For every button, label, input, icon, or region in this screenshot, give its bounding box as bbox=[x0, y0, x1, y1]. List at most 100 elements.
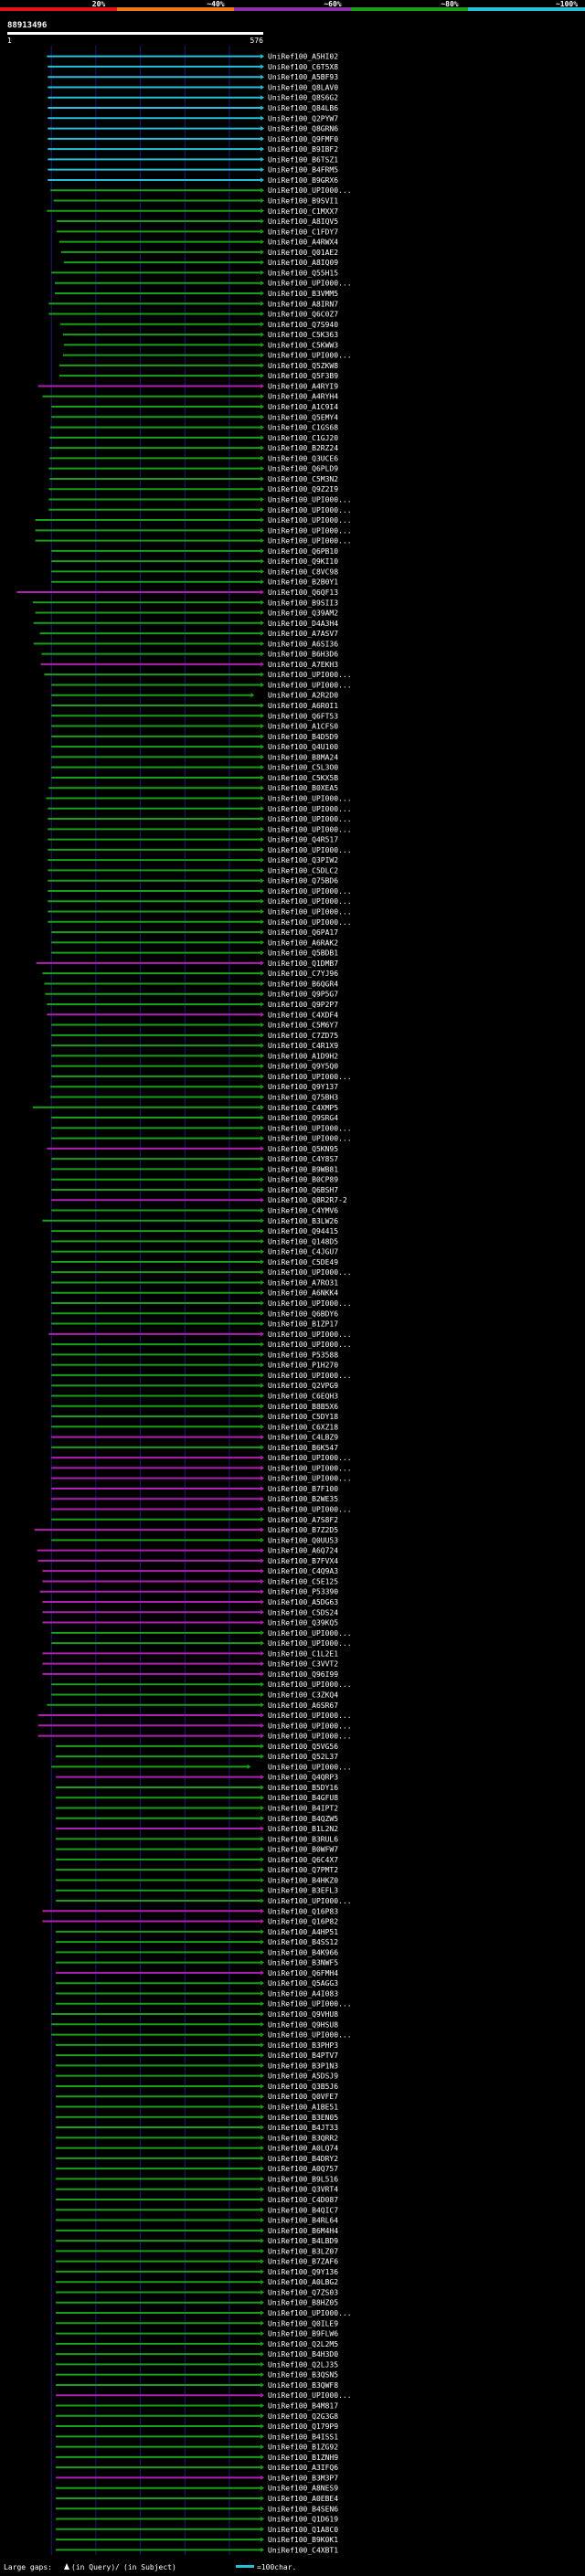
hit-label[interactable]: UniRef100_B3LW26 bbox=[268, 1217, 338, 1225]
hit-row[interactable]: UniRef100_Q9Y136 bbox=[56, 2268, 338, 2276]
hit-row[interactable]: UniRef100_UPI000... bbox=[62, 352, 352, 360]
hit-row[interactable]: UniRef100_A8IQV5 bbox=[57, 217, 338, 226]
hit-label[interactable]: UniRef100_A8IQ09 bbox=[268, 259, 338, 267]
hit-row[interactable]: UniRef100_Q9Y137 bbox=[50, 1083, 338, 1091]
hit-label[interactable]: UniRef100_Q5EMY4 bbox=[268, 413, 338, 421]
hit-label[interactable]: UniRef100_UPI000... bbox=[268, 1712, 352, 1720]
hit-row[interactable]: UniRef100_B2WE35 bbox=[51, 1495, 338, 1503]
hit-label[interactable]: UniRef100_Q6FT53 bbox=[268, 712, 338, 720]
hit-label[interactable]: UniRef100_B9SVI1 bbox=[268, 196, 338, 205]
hit-label[interactable]: UniRef100_Q0ILE9 bbox=[268, 2319, 338, 2327]
hit-label[interactable]: UniRef100_UPI000... bbox=[268, 1506, 352, 1514]
hit-label[interactable]: UniRef100_B4H3D0 bbox=[268, 2350, 338, 2359]
hit-row[interactable]: UniRef100_A3IFQ6 bbox=[56, 2464, 338, 2472]
hit-label[interactable]: UniRef100_Q7S940 bbox=[268, 321, 338, 329]
hit-row[interactable]: UniRef100_UPI000... bbox=[48, 908, 352, 917]
hit-row[interactable]: UniRef100_Q5ZKW8 bbox=[58, 362, 338, 370]
hit-row[interactable]: UniRef100_Q3B5J6 bbox=[56, 2083, 338, 2091]
hit-label[interactable]: UniRef100_Q1DMB7 bbox=[268, 959, 338, 968]
hit-label[interactable]: UniRef100_A8IQV5 bbox=[268, 217, 338, 226]
hit-row[interactable]: UniRef100_B4M817 bbox=[56, 2402, 338, 2411]
hit-row[interactable]: UniRef100_P53588 bbox=[51, 1351, 338, 1359]
hit-label[interactable]: UniRef100_B9L516 bbox=[268, 2175, 338, 2183]
hit-label[interactable]: UniRef100_UPI000... bbox=[268, 516, 352, 525]
hit-row[interactable]: UniRef100_UPI000... bbox=[51, 1475, 352, 1483]
hit-label[interactable]: UniRef100_Q5ZKW8 bbox=[268, 362, 338, 370]
hit-row[interactable]: UniRef100_A1BE51 bbox=[56, 2104, 338, 2112]
hit-row[interactable]: UniRef100_C4Y8S7 bbox=[51, 1155, 338, 1163]
hit-label[interactable]: UniRef100_Q55H15 bbox=[268, 269, 338, 277]
hit-label[interactable]: UniRef100_Q9KI10 bbox=[268, 557, 338, 566]
hit-row[interactable]: UniRef100_Q0UU53 bbox=[51, 1536, 338, 1544]
hit-row[interactable]: UniRef100_A7RO31 bbox=[51, 1278, 338, 1287]
hit-row[interactable]: UniRef100_B4K966 bbox=[56, 1948, 338, 1956]
hit-label[interactable]: UniRef100_UPI000... bbox=[268, 794, 352, 802]
hit-row[interactable]: UniRef100_Q7ZS03 bbox=[56, 2288, 338, 2296]
hit-row[interactable]: UniRef100_Q6C0Z7 bbox=[48, 311, 338, 319]
hit-row[interactable]: UniRef100_Q9Y5Q0 bbox=[51, 1063, 338, 1071]
hit-label[interactable]: UniRef100_A4RYI9 bbox=[268, 382, 338, 390]
hit-row[interactable]: UniRef100_UPI000... bbox=[51, 1464, 352, 1472]
hit-row[interactable]: UniRef100_B7ZAF6 bbox=[56, 2258, 338, 2266]
hit-row[interactable]: UniRef100_B4JT33 bbox=[56, 2124, 338, 2132]
hit-row[interactable]: UniRef100_UPI000... bbox=[48, 846, 352, 854]
hit-row[interactable]: UniRef100_A8NES9 bbox=[56, 2485, 338, 2493]
hit-label[interactable]: UniRef100_B3NWF5 bbox=[268, 1959, 338, 1967]
hit-label[interactable]: UniRef100_C8VC98 bbox=[268, 567, 338, 576]
hit-label[interactable]: UniRef100_C1GS68 bbox=[268, 424, 338, 432]
hit-label[interactable]: UniRef100_B4RL64 bbox=[268, 2217, 338, 2225]
hit-row[interactable]: UniRef100_C5M6Y7 bbox=[51, 1022, 338, 1030]
hit-row[interactable]: UniRef100_Q94415 bbox=[51, 1227, 338, 1235]
hit-row[interactable]: UniRef100_Q2G3G8 bbox=[56, 2412, 338, 2421]
hit-row[interactable]: UniRef100_B9K0K1 bbox=[56, 2536, 338, 2544]
hit-label[interactable]: UniRef100_C5M3N2 bbox=[268, 475, 338, 483]
hit-label[interactable]: UniRef100_A2R2D0 bbox=[268, 692, 338, 700]
hit-label[interactable]: UniRef100_Q0UU53 bbox=[268, 1536, 338, 1544]
hit-label[interactable]: UniRef100_A7S8F2 bbox=[268, 1516, 338, 1524]
hit-label[interactable]: UniRef100_Q3VRT4 bbox=[268, 2186, 338, 2194]
hit-row[interactable]: UniRef100_Q9Z2I9 bbox=[48, 485, 338, 493]
hit-label[interactable]: UniRef100_A7RO31 bbox=[268, 1278, 338, 1287]
hit-label[interactable]: UniRef100_UPI000... bbox=[268, 1464, 352, 1472]
hit-row[interactable]: UniRef100_Q1A8C0 bbox=[56, 2526, 338, 2534]
hit-label[interactable]: UniRef100_B8HZ05 bbox=[268, 2299, 338, 2307]
hit-label[interactable]: UniRef100_UPI000... bbox=[268, 918, 352, 927]
hit-row[interactable]: UniRef100_A5HI02 bbox=[47, 53, 338, 61]
hit-label[interactable]: UniRef100_Q6BDY6 bbox=[268, 1309, 338, 1318]
hit-row[interactable]: UniRef100_B3EN05 bbox=[56, 2114, 338, 2122]
hit-row[interactable]: UniRef100_B6H3D6 bbox=[41, 651, 338, 659]
hit-label[interactable]: UniRef100_C4R1X9 bbox=[268, 1042, 338, 1050]
hit-row[interactable]: UniRef100_Q6BSH7 bbox=[51, 1186, 338, 1194]
hit-label[interactable]: UniRef100_C5L3O0 bbox=[268, 764, 338, 772]
hit-label[interactable]: UniRef100_B2WE35 bbox=[268, 1495, 338, 1503]
hit-label[interactable]: UniRef100_C3VVT2 bbox=[268, 1660, 338, 1669]
hit-label[interactable]: UniRef100_UPI000... bbox=[268, 805, 352, 813]
hit-label[interactable]: UniRef100_Q39AM2 bbox=[268, 610, 338, 618]
hit-label[interactable]: UniRef100_UPI000... bbox=[268, 1299, 352, 1308]
hit-label[interactable]: UniRef100_Q9Y136 bbox=[268, 2268, 338, 2276]
hit-label[interactable]: UniRef100_B4LBD9 bbox=[268, 2237, 338, 2245]
hit-row[interactable]: UniRef100_Q7S940 bbox=[59, 321, 338, 329]
hit-label[interactable]: UniRef100_A6NKK4 bbox=[268, 1289, 338, 1298]
hit-label[interactable]: UniRef100_B9K0K1 bbox=[268, 2536, 338, 2544]
hit-row[interactable]: UniRef100_Q8S6G2 bbox=[48, 94, 338, 102]
hit-label[interactable]: UniRef100_UPI000... bbox=[268, 908, 352, 917]
hit-label[interactable]: UniRef100_B5DY16 bbox=[268, 1784, 338, 1792]
hit-row[interactable]: UniRef100_UPI000... bbox=[50, 186, 352, 195]
hit-row[interactable]: UniRef100_A8IRN7 bbox=[48, 300, 338, 308]
hit-row[interactable]: UniRef100_Q4U100 bbox=[51, 743, 338, 751]
hit-row[interactable]: UniRef100_Q6FT53 bbox=[51, 712, 338, 720]
hit-label[interactable]: UniRef100_C4Y8S7 bbox=[268, 1155, 338, 1163]
hit-label[interactable]: UniRef100_A4I083 bbox=[268, 1989, 338, 1998]
hit-label[interactable]: UniRef100_B3PHP3 bbox=[268, 2041, 338, 2050]
hit-label[interactable]: UniRef100_Q6C0Z7 bbox=[268, 311, 338, 319]
hit-label[interactable]: UniRef100_Q96I99 bbox=[268, 1670, 338, 1679]
hit-row[interactable]: UniRef100_C5L3O0 bbox=[51, 764, 338, 772]
hit-label[interactable]: UniRef100_B3RUL6 bbox=[268, 1835, 338, 1843]
hit-label[interactable]: UniRef100_A1C9I4 bbox=[268, 403, 338, 411]
hit-row[interactable]: UniRef100_C1L2E1 bbox=[42, 1649, 338, 1658]
hit-row[interactable]: UniRef100_Q01AE2 bbox=[60, 249, 338, 257]
hit-row[interactable]: UniRef100_Q9FMF0 bbox=[48, 135, 338, 143]
hit-label[interactable]: UniRef100_B7FVX4 bbox=[268, 1557, 338, 1565]
hit-label[interactable]: UniRef100_UPI000... bbox=[268, 681, 352, 689]
